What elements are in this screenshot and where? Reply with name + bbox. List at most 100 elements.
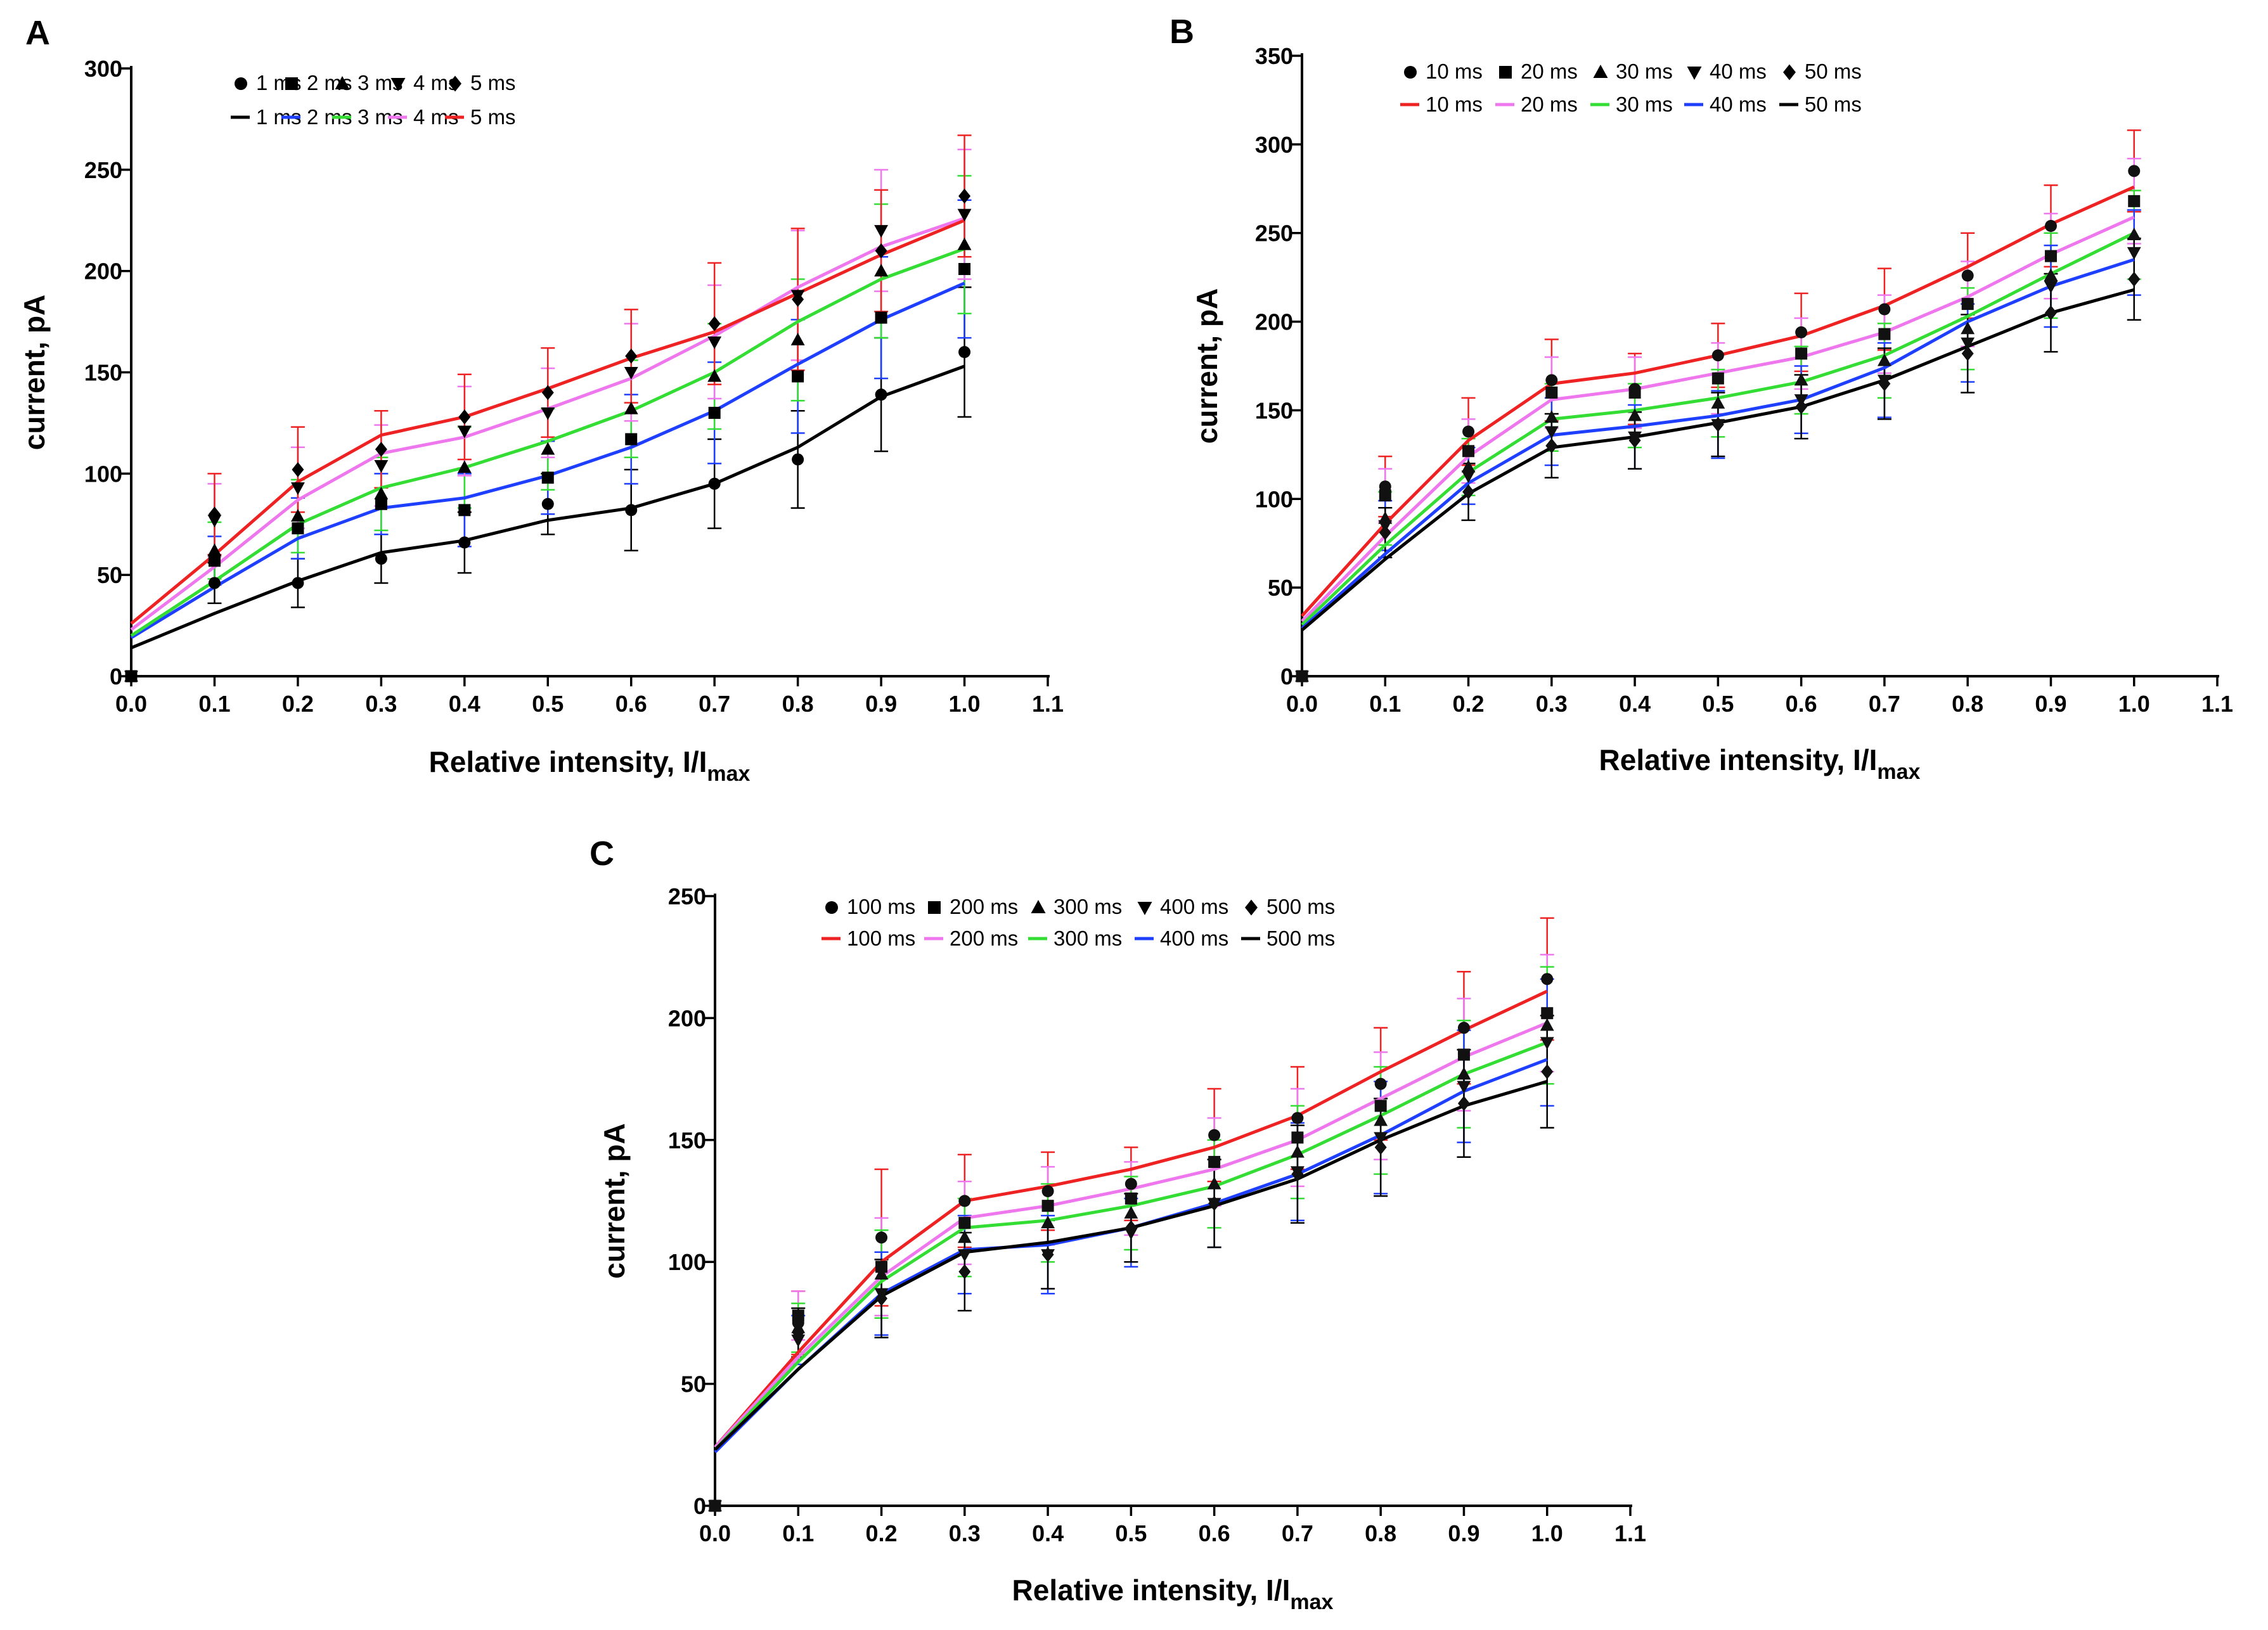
data-point-2ms (792, 370, 804, 383)
data-point-1ms (458, 536, 471, 549)
data-point-20ms (1379, 489, 1391, 502)
fit-line-40ms (1301, 258, 2135, 630)
y-tick-label: 200 (668, 1005, 706, 1031)
y-tick-label: 0 (1280, 664, 1293, 690)
legend-marker-label: 30 ms (1616, 60, 1673, 83)
data-point-20ms (2044, 250, 2057, 262)
data-point-3ms (874, 264, 889, 277)
legend-marker-20ms (1499, 66, 1512, 79)
data-point-2ms (875, 311, 887, 324)
legend-marker-2ms (285, 77, 298, 90)
data-point-100ms (958, 1195, 971, 1207)
legend-marker-300ms (1031, 900, 1046, 913)
x-tick-label: 0.6 (615, 691, 647, 717)
legend-marker-label: 300 ms (1053, 895, 1122, 918)
data-point-300ms (1041, 1216, 1055, 1229)
fit-line-300ms (714, 1041, 1548, 1451)
data-point-3ms (624, 401, 638, 414)
data-point-400ms (957, 1249, 972, 1262)
legend-marker-1ms (235, 77, 247, 90)
fit-line-100ms (714, 989, 1548, 1449)
data-point-30ms (2127, 228, 2141, 241)
data-point-1ms (958, 346, 971, 359)
data-point-30ms (1461, 459, 1476, 473)
data-point-20ms (2128, 195, 2141, 207)
x-tick-label: 0.3 (949, 1520, 981, 1546)
y-tick-label: 350 (1255, 43, 1293, 69)
x-tick-label: 0.7 (1869, 691, 1900, 717)
data-point-300ms (1374, 1113, 1388, 1126)
legend-marker-200ms (928, 901, 941, 914)
data-point-1ms (541, 497, 554, 510)
data-point-3ms (707, 369, 722, 382)
y-tick-label: 0 (693, 1493, 706, 1519)
panel-letter: C (590, 835, 614, 873)
data-point-1ms (208, 577, 221, 589)
data-point-50ms (1545, 438, 1558, 454)
data-point-50ms (1878, 376, 1891, 392)
legend-marker-label: 10 ms (1426, 60, 1483, 83)
data-point-500ms (792, 1325, 804, 1340)
data-point-200ms (875, 1261, 888, 1273)
x-tick-label: 1.1 (2201, 691, 2233, 717)
legend-marker-500ms (1245, 899, 1258, 916)
data-point-300ms (1457, 1067, 1471, 1080)
data-point-4ms (624, 366, 638, 380)
y-tick-label: 50 (1268, 575, 1293, 601)
x-tick-label: 0.3 (365, 691, 397, 717)
x-tick-label: 0.8 (1952, 691, 1983, 717)
data-point-3ms (790, 332, 805, 345)
data-point-100ms (1457, 1022, 1470, 1034)
data-point-5ms (292, 462, 304, 477)
data-point-4ms (874, 225, 889, 238)
x-axis-title-subscript: max (1877, 760, 1920, 784)
x-tick-label: 0.6 (1199, 1520, 1230, 1546)
data-point-5ms (208, 506, 221, 522)
data-point-200ms (1041, 1200, 1054, 1212)
data-point-20ms (1545, 386, 1558, 399)
data-point-50ms (2044, 305, 2057, 321)
legend-marker-label: 5 ms (470, 71, 516, 94)
data-point-2ms (208, 555, 221, 567)
y-tick-label: 200 (84, 259, 122, 285)
legend-marker-label: 100 ms (847, 895, 915, 918)
data-point-30ms (1794, 373, 1808, 386)
data-point-300ms (1540, 1018, 1554, 1031)
data-point-50ms (1462, 484, 1475, 499)
x-tick-label: 0.7 (699, 691, 730, 717)
data-point-5ms (792, 292, 804, 307)
data-point-40ms (1461, 470, 1476, 484)
data-point-200ms (958, 1217, 971, 1229)
data-point-30ms (1877, 353, 1891, 366)
data-point-10ms (1878, 303, 1891, 316)
x-axis-title-subscript: max (707, 762, 750, 786)
data-point-200ms (1374, 1100, 1387, 1112)
x-tick-label: 0.1 (782, 1520, 814, 1546)
data-point-2ms (458, 504, 471, 517)
x-tick-label: 0.8 (782, 691, 814, 717)
data-point-200ms (1541, 1007, 1554, 1020)
data-point-200ms (792, 1309, 804, 1322)
legend-marker-label: 40 ms (1710, 60, 1767, 83)
data-point-5ms (458, 409, 471, 425)
data-point-200ms (1457, 1048, 1470, 1061)
data-point-50ms (1379, 525, 1391, 541)
data-point-5ms (875, 243, 887, 259)
data-point-10ms (1961, 269, 1974, 282)
x-tick-label: 0.5 (532, 691, 564, 717)
panel-c: C 0.0 0.1 0.2 0.3 0.4 0.5 0.6 0.7 0.8 0.9 1.0 1.1 0 50… (590, 835, 1646, 1614)
data-point-500ms (709, 1498, 721, 1513)
legend-marker-label: 20 ms (1521, 60, 1578, 83)
data-point-500ms (875, 1291, 888, 1306)
data-point-500ms (958, 1264, 971, 1280)
x-tick-label: 0.0 (115, 691, 147, 717)
data-point-200ms (1124, 1192, 1137, 1205)
data-point-400ms (1374, 1132, 1388, 1145)
data-point-100ms (1541, 973, 1554, 985)
data-point-3ms (457, 460, 472, 473)
legend-marker-3ms (335, 76, 350, 89)
data-point-300ms (1207, 1176, 1221, 1190)
x-tick-label: 0.4 (1619, 691, 1651, 717)
legend-line-label: 5 ms (470, 105, 516, 129)
